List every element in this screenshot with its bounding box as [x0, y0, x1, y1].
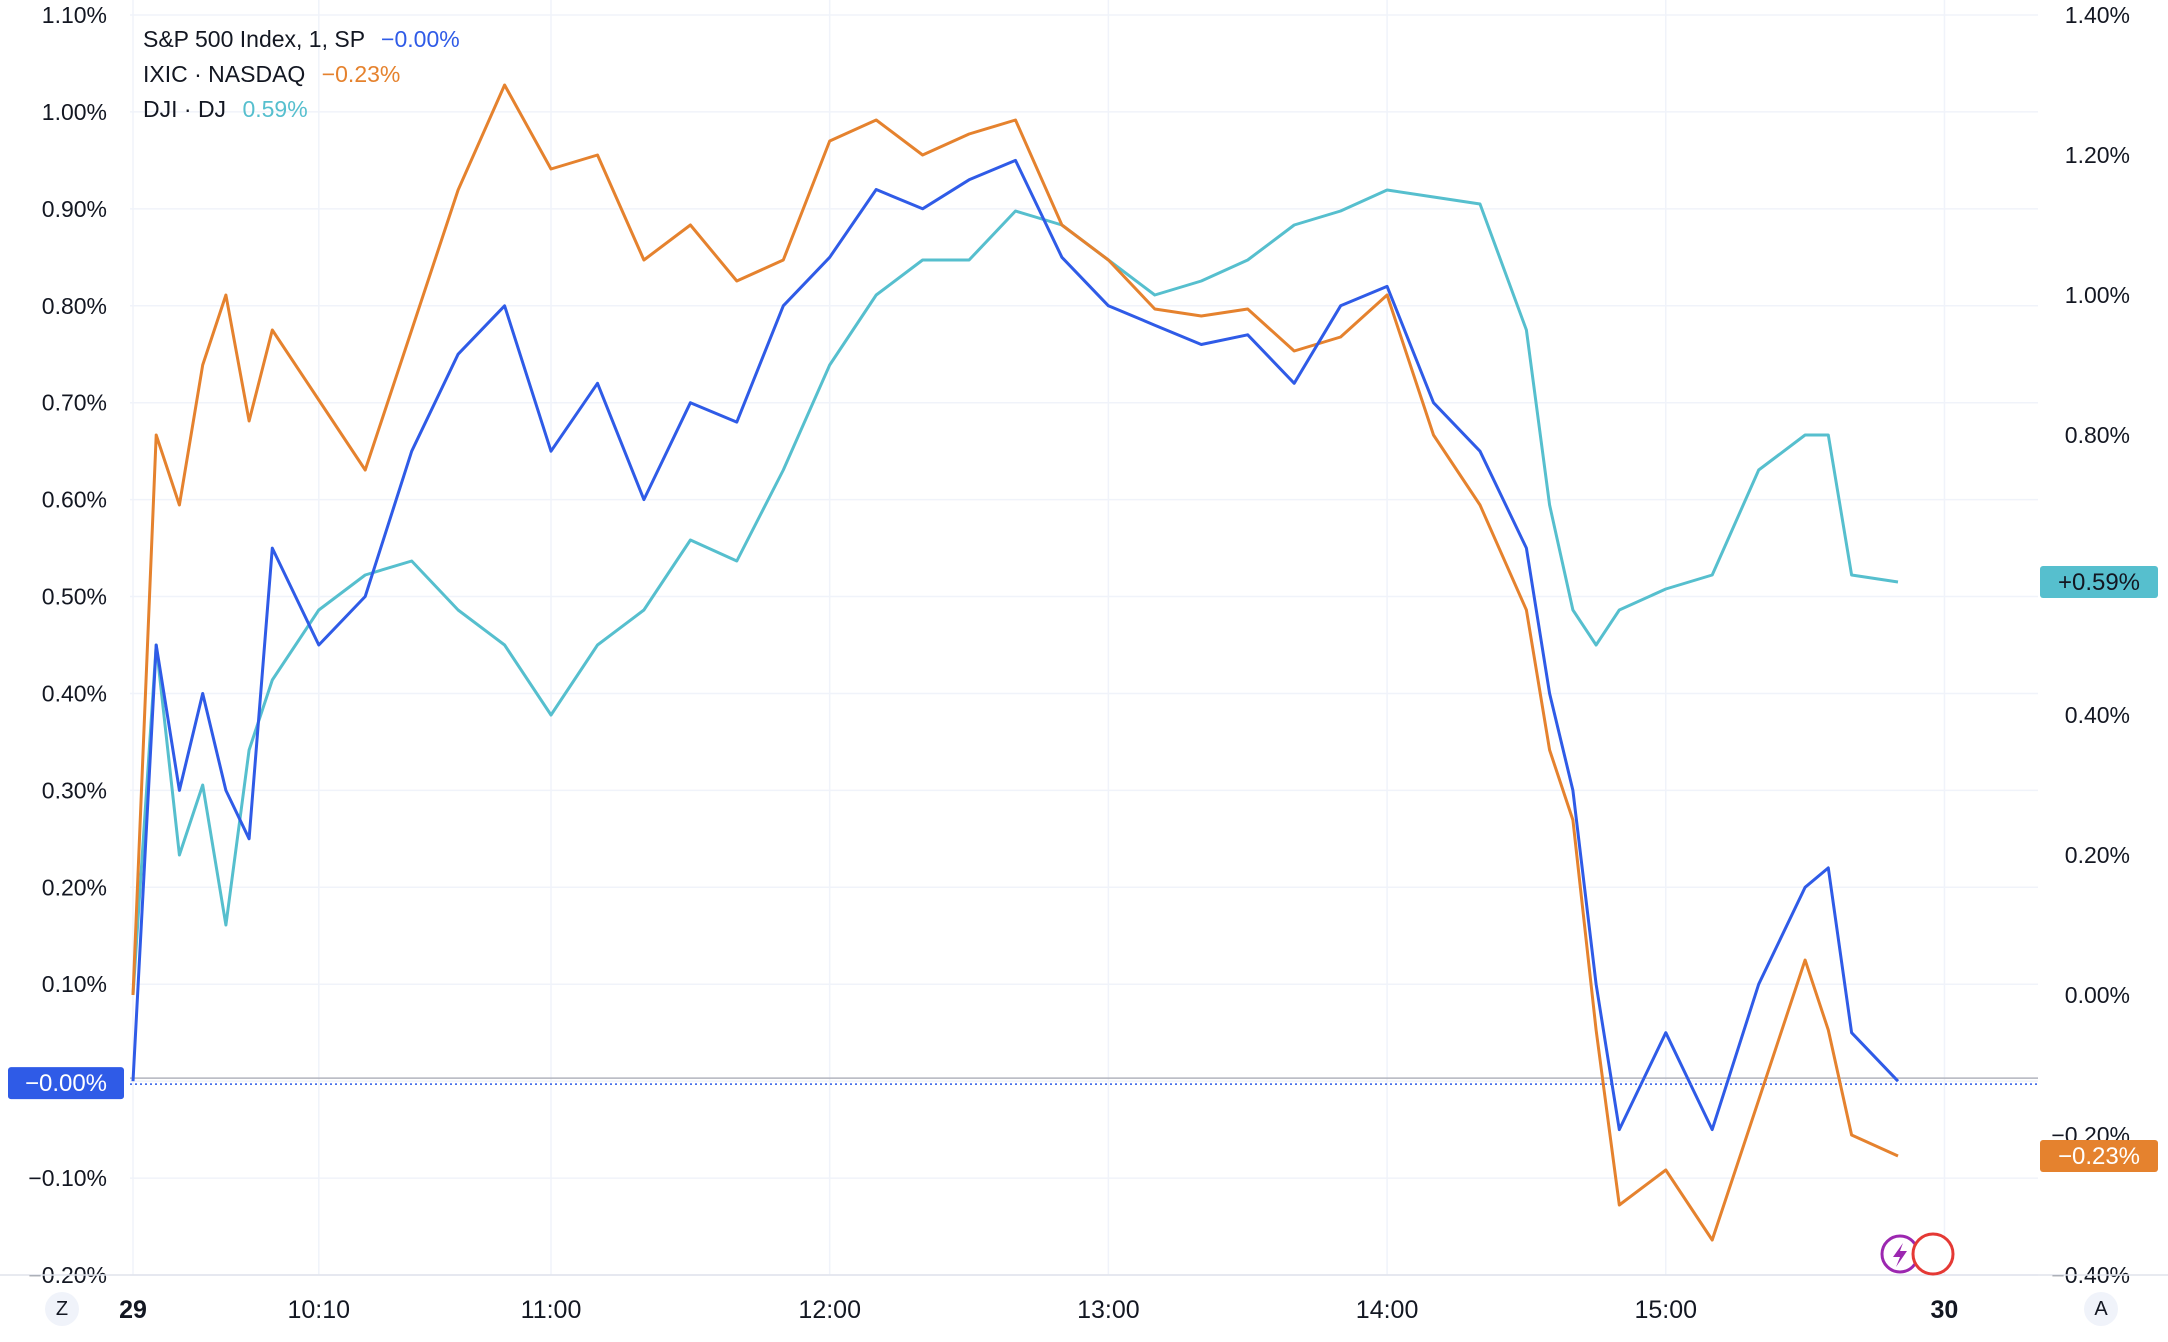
- time-axis-tick-label: 12:00: [798, 1296, 861, 1324]
- nasdaq-last-value-badge: −0.23%: [2040, 1140, 2158, 1172]
- legend: S&P 500 Index, 1, SP −0.00% IXIC · NASDA…: [143, 22, 460, 127]
- time-axis-tick-label: 15:00: [1634, 1296, 1697, 1324]
- time-axis-tick-label: 30: [1931, 1296, 1959, 1324]
- right-axis-tick-label: 0.40%: [2065, 702, 2130, 728]
- legend-value: 0.59%: [242, 96, 308, 122]
- dji-last-value-badge: +0.59%: [2040, 566, 2158, 598]
- series-lines: [131, 83, 1900, 1242]
- right-axis-tick-label: 1.40%: [2065, 2, 2130, 28]
- sp500-line: [131, 158, 1900, 1132]
- right-axis-tick-label: 0.20%: [2065, 842, 2130, 868]
- right-axis-tick-label: 1.00%: [2065, 282, 2130, 308]
- left-axis-tick-label: 0.60%: [42, 487, 107, 513]
- left-axis-tick-label: 0.90%: [42, 196, 107, 222]
- nasdaq-line: [131, 83, 1899, 1242]
- left-axis-tick-label: −0.10%: [28, 1165, 107, 1191]
- time-axis-tick-label: 14:00: [1356, 1296, 1419, 1324]
- left-axis-tick-label: 0.10%: [42, 971, 107, 997]
- legend-label: S&P 500 Index, 1, SP: [143, 26, 365, 52]
- badge-label: +0.59%: [2058, 569, 2140, 596]
- legend-value: −0.00%: [381, 26, 460, 52]
- right-axis-tick-label: 0.80%: [2065, 422, 2130, 448]
- time-axis-tick-label: 29: [119, 1296, 147, 1324]
- badge-background: [2040, 1140, 2158, 1172]
- left-axis-tick-label: 0.70%: [42, 390, 107, 416]
- legend-label: DJI · DJ: [143, 96, 227, 122]
- auto-scale-button[interactable]: A: [2084, 1292, 2118, 1326]
- badge-label: −0.00%: [25, 1070, 107, 1097]
- badge-background: [8, 1067, 124, 1100]
- legend-row-sp500[interactable]: S&P 500 Index, 1, SP −0.00%: [143, 22, 460, 57]
- right-axis-tick-label: 1.20%: [2065, 142, 2130, 168]
- sp500-last-value-badge: −0.00%: [8, 1067, 124, 1100]
- badge-label: −0.23%: [2058, 1143, 2140, 1170]
- left-axis-tick-label: 0.30%: [42, 777, 107, 803]
- time-axis-tick-label: 13:00: [1077, 1296, 1140, 1324]
- left-axis-tick-label: 1.00%: [42, 99, 107, 125]
- event-icons[interactable]: [1880, 1232, 1955, 1276]
- legend-value: −0.23%: [321, 61, 401, 87]
- badge-background: [2040, 566, 2158, 598]
- left-axis-tick-label: 0.80%: [42, 293, 107, 319]
- left-axis-tick-label: 0.50%: [42, 584, 107, 610]
- baseline: [130, 1077, 2038, 1085]
- timezone-button[interactable]: Z: [45, 1292, 79, 1326]
- time-axis[interactable]: 29 10:10 11:00 12:00 13:00 14:00 15:00 30: [0, 1274, 2168, 1324]
- legend-label: IXIC · NASDAQ: [143, 61, 306, 87]
- right-price-axis[interactable]: 1.40%1.20%1.00%0.80%0.60%0.40%0.20%0.00%…: [2051, 2, 2130, 1288]
- time-axis-tick-label: 11:00: [521, 1296, 582, 1324]
- left-axis-tick-label: 0.20%: [42, 874, 107, 900]
- lightning-bolt-glyph: [1893, 1243, 1907, 1267]
- left-axis-tick-label: 1.10%: [42, 2, 107, 28]
- right-axis-tick-label: 0.00%: [2065, 982, 2130, 1008]
- us-flag-icon[interactable]: [1911, 1232, 1955, 1276]
- dji-line: [131, 188, 1899, 996]
- time-axis-tick-label: 10:10: [288, 1296, 351, 1324]
- legend-row-nasdaq[interactable]: IXIC · NASDAQ −0.23%: [143, 57, 460, 92]
- price-badges: −0.00% +0.59% −0.23%: [8, 566, 2158, 1172]
- left-axis-tick-label: 0.40%: [42, 680, 107, 706]
- legend-row-dji[interactable]: DJI · DJ 0.59%: [143, 92, 460, 127]
- left-price-axis[interactable]: 1.10% 1.00% 0.90% 0.80% 0.70% 0.60% 0.50% 0.40%…: [28, 2, 107, 1288]
